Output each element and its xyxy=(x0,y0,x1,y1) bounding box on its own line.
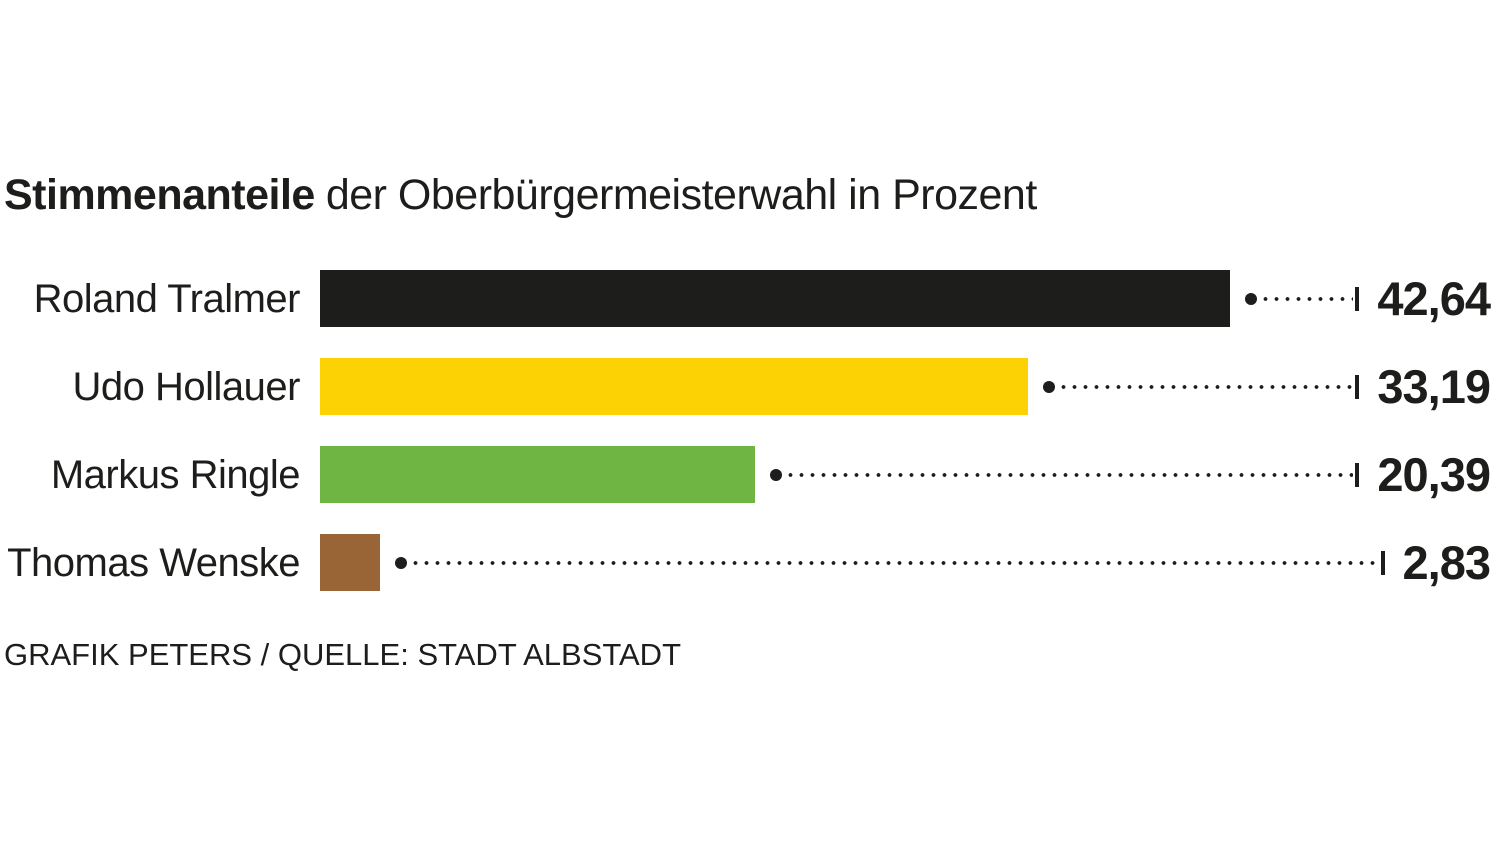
bar xyxy=(320,446,755,503)
value-label: 33,19 xyxy=(1377,360,1491,413)
leader-dot-icon xyxy=(770,468,782,481)
dotted-leader xyxy=(1260,295,1354,302)
dotted-leader xyxy=(1058,383,1354,390)
end-tick-icon xyxy=(1380,550,1385,575)
bar xyxy=(320,270,1230,327)
bar xyxy=(320,358,1028,415)
bar-row: Markus Ringle 20,39 xyxy=(0,446,1491,503)
candidate-label: Udo Hollauer xyxy=(72,364,301,409)
bar-rows: Roland Tralmer 42,64 Udo Hollauer 33,19 … xyxy=(0,270,1491,591)
chart-title-emphasis: Stimmenanteile xyxy=(4,171,315,219)
leader-dot-icon xyxy=(395,556,407,569)
leader-dot-icon xyxy=(1043,380,1055,393)
value-label: 2,83 xyxy=(1402,536,1491,589)
bar-row: Udo Hollauer 33,19 xyxy=(0,358,1491,415)
candidate-label: Markus Ringle xyxy=(50,452,301,497)
bar-track: 20,39 xyxy=(320,446,1491,503)
candidate-label: Roland Tralmer xyxy=(33,276,301,321)
bar-track: 33,19 xyxy=(320,358,1491,415)
end-tick-icon xyxy=(1355,462,1360,487)
candidate-label: Thomas Wenske xyxy=(7,540,300,585)
bar-track: 42,64 xyxy=(320,270,1491,327)
leader-dot-icon xyxy=(1245,292,1257,305)
chart-title-rest: der Oberbürgermeisterwahl in Prozent xyxy=(325,171,1037,219)
bar-track: 2,83 xyxy=(320,534,1491,591)
dotted-leader xyxy=(410,559,1379,566)
bar xyxy=(320,534,380,591)
value-label: 20,39 xyxy=(1377,448,1491,501)
end-tick-icon xyxy=(1355,286,1360,311)
bar-row: Thomas Wenske 2,83 xyxy=(0,534,1491,591)
end-tick-icon xyxy=(1355,374,1360,399)
chart-title: Stimmenanteile der Oberbürgermeisterwahl … xyxy=(4,170,1037,220)
value-label: 42,64 xyxy=(1377,272,1491,325)
dotted-leader xyxy=(785,471,1354,478)
source-credit: GRAFIK PETERS / QUELLE: STADT ALBSTADT xyxy=(4,637,682,672)
bar-row: Roland Tralmer 42,64 xyxy=(0,270,1491,327)
